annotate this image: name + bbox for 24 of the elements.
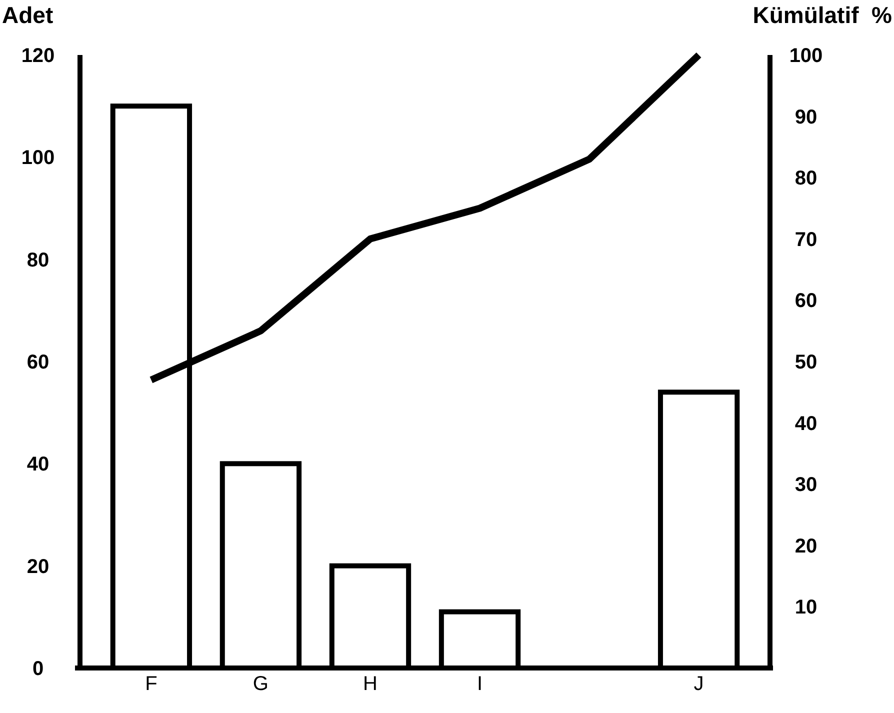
y2-tick-label: 20 [794,535,818,558]
y-tick-label: 60 [26,352,50,374]
y2-tick-label: 10 [794,596,818,619]
y2-tick-label: 70 [794,228,818,251]
y-tick-label: 0 [32,658,44,680]
y2-axis-title: Kümülatif % [752,2,892,28]
x-tick-label: F [145,673,158,695]
x-tick-label: I [476,673,483,695]
y2-tick-label: 80 [794,168,818,190]
x-tick-label: G [252,673,268,695]
y2-tick-label: 60 [794,290,818,312]
y2-tick-label: 30 [794,474,818,496]
y2-tick-label: 50 [794,352,818,374]
y-tick-label: 20 [26,556,50,578]
x-tick-label: H [363,673,378,695]
y-tick-label: 80 [26,249,50,272]
y-tick-label: 40 [26,454,50,476]
x-tick-label: J [694,673,704,695]
y2-tick-label: 90 [794,106,818,128]
y-tick-label: 100 [21,147,55,170]
y2-tick-label: 100 [789,45,823,67]
y-tick-label: 120 [21,45,55,67]
y-axis-title: Adet [2,2,54,28]
y2-tick-label: 40 [794,412,818,435]
